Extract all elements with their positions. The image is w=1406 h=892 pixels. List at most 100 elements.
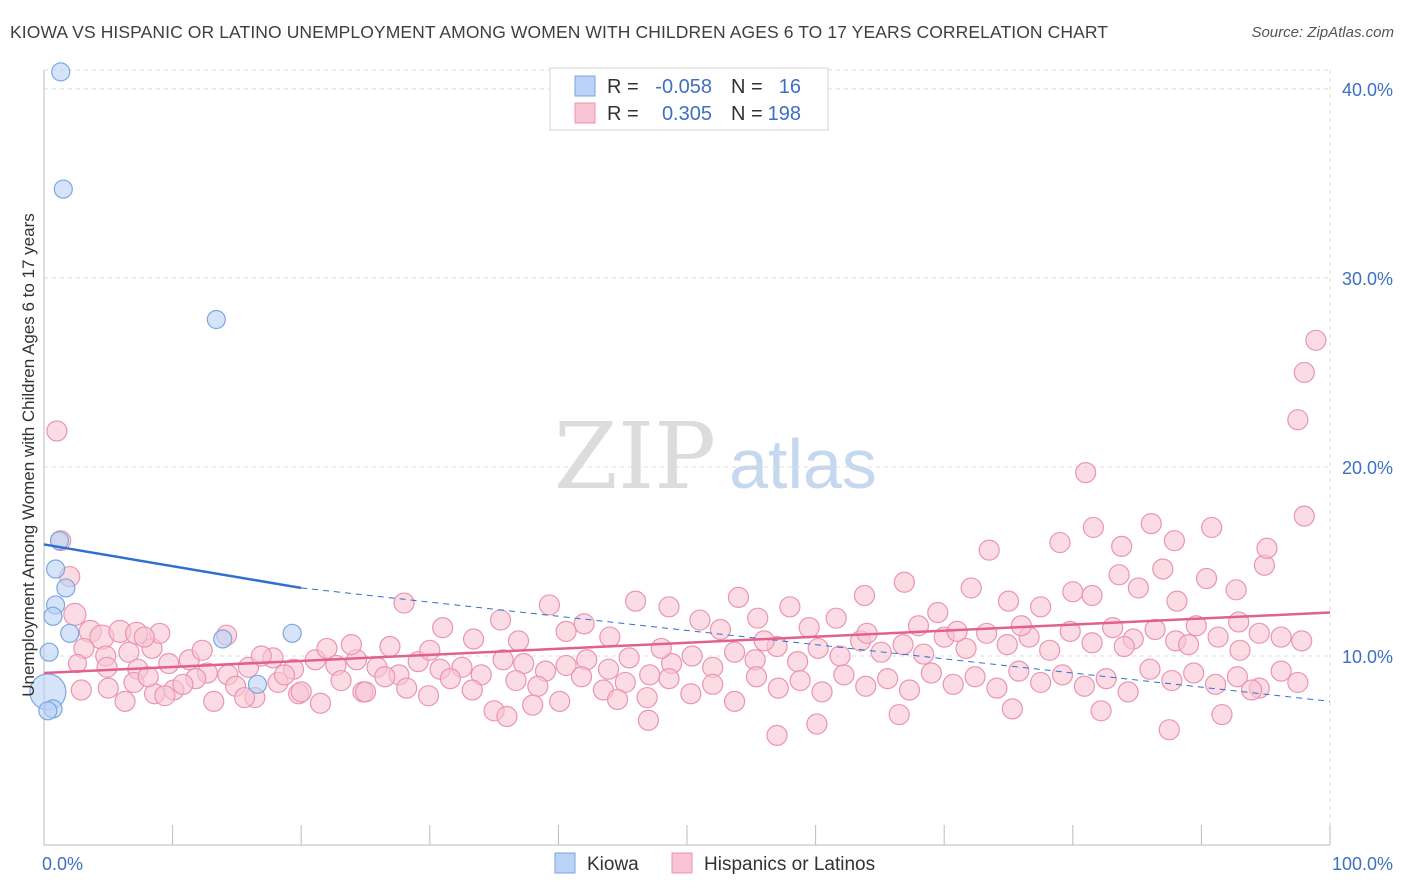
- legend-box: [549, 67, 829, 131]
- legend-n-value-kiowa: 16: [779, 76, 801, 98]
- series-swatch-hispanics: [671, 852, 693, 874]
- hispanics-point: [1117, 681, 1139, 703]
- hispanics-point: [203, 690, 225, 712]
- hispanics-point: [727, 586, 750, 608]
- hispanics-point: [1240, 679, 1263, 701]
- y-axis-label: Unemployment Among Women with Children A…: [19, 213, 38, 697]
- kiowa-point: [43, 606, 63, 626]
- hispanics-point: [555, 654, 577, 677]
- hispanics-point: [158, 652, 180, 675]
- hispanics-point: [689, 609, 711, 631]
- hispanics-point: [462, 628, 485, 650]
- hispanics-point: [976, 622, 998, 644]
- hispanics-point: [960, 577, 982, 599]
- hispanics-point: [555, 620, 577, 643]
- hispanics-point: [680, 683, 702, 705]
- hispanics-point: [955, 637, 977, 660]
- hispanics-point: [1201, 516, 1223, 539]
- hispanics-point: [46, 420, 68, 442]
- hispanics-point: [1062, 581, 1084, 603]
- watermark: ZIP atlas: [554, 403, 877, 510]
- hispanics-point: [1140, 513, 1162, 535]
- hispanics-point: [1185, 615, 1207, 637]
- hispanics-point: [97, 677, 119, 699]
- hispanics-point: [496, 705, 518, 728]
- hispanics-point: [63, 602, 87, 626]
- hispanics-point: [1211, 703, 1233, 726]
- hispanics-point: [798, 617, 820, 639]
- hispanics-point: [650, 637, 672, 660]
- hispanics-point: [492, 649, 514, 671]
- hispanics-point: [753, 630, 775, 652]
- legend-r-label: R =: [607, 103, 639, 125]
- series-label-hispanics: Hispanics or Latinos: [704, 854, 875, 875]
- kiowa-point: [60, 623, 80, 643]
- hispanics-point: [1108, 564, 1130, 586]
- hispanics-point: [893, 571, 915, 593]
- hispanics-point: [1270, 660, 1292, 682]
- hispanics-point: [570, 666, 593, 688]
- hispanics-point: [1161, 669, 1183, 692]
- hispanics-point: [1073, 675, 1095, 697]
- x-tick-label: 0.0%: [42, 854, 83, 874]
- y-tick-label: 30.0%: [1342, 269, 1393, 289]
- hispanics-points: [46, 329, 1327, 746]
- hispanics-point: [811, 681, 833, 703]
- hispanics-point: [549, 690, 571, 712]
- hispanics-point: [290, 681, 312, 703]
- hispanics-point: [522, 694, 544, 716]
- hispanics-point: [114, 690, 136, 712]
- kiowa-point: [51, 62, 71, 82]
- hispanics-point: [1195, 567, 1218, 590]
- hispanics-point: [888, 703, 910, 726]
- hispanics-point: [658, 668, 680, 690]
- hispanics-point: [1102, 617, 1124, 639]
- hispanics-point: [825, 607, 847, 629]
- hispanics-point: [191, 639, 213, 661]
- hispanics-point: [1082, 516, 1104, 539]
- hispanics-point: [461, 679, 483, 701]
- hispanics-point: [1008, 660, 1030, 682]
- hispanics-point: [1127, 577, 1149, 599]
- y-tick-label: 20.0%: [1342, 458, 1393, 478]
- hispanics-point: [316, 637, 338, 660]
- watermark-zip: ZIP: [554, 403, 716, 510]
- hispanics-point: [853, 584, 876, 607]
- hispanics-point: [1163, 530, 1185, 552]
- hispanics-point: [419, 639, 441, 661]
- trend-lines: [43, 543, 1331, 702]
- hispanics-point: [639, 664, 661, 686]
- hispanics-point: [1039, 639, 1061, 661]
- hispanics-point: [597, 658, 620, 680]
- hispanics-point: [1207, 626, 1229, 648]
- hispanics-point: [978, 539, 1000, 561]
- hispanics-point: [1248, 622, 1270, 644]
- hispanics-point: [505, 669, 527, 692]
- hispanics-point: [330, 669, 352, 692]
- hispanics-point: [599, 626, 621, 648]
- correlation-legend: R = -0.058 N = 16 R = 0.305 N = 198: [549, 67, 829, 131]
- hispanics-point: [1287, 409, 1309, 431]
- kiowa-point: [39, 642, 59, 662]
- hispanics-point: [1001, 698, 1023, 720]
- hispanics-point: [709, 618, 732, 641]
- hispanics-point: [618, 647, 640, 669]
- kiowa-point: [45, 559, 66, 579]
- hispanics-point: [747, 607, 769, 629]
- kiowa-trend-extension: [301, 587, 1331, 702]
- hispanics-point: [855, 675, 877, 697]
- y-tick-labels: 10.0% 20.0% 30.0% 40.0%: [1342, 80, 1393, 667]
- hispanics-point: [309, 692, 332, 714]
- hispanics-point: [920, 662, 942, 684]
- hispanics-point: [507, 630, 530, 652]
- hispanics-point: [1226, 666, 1249, 688]
- y-tick-label: 10.0%: [1342, 647, 1393, 667]
- hispanics-point: [942, 673, 964, 695]
- kiowa-point: [282, 623, 302, 643]
- hispanics-point: [1144, 618, 1166, 641]
- kiowa-point: [53, 179, 73, 199]
- hispanics-point: [986, 677, 1008, 699]
- x-tick-labels: 0.0% 100.0%: [42, 854, 1393, 874]
- hispanics-point: [70, 679, 92, 701]
